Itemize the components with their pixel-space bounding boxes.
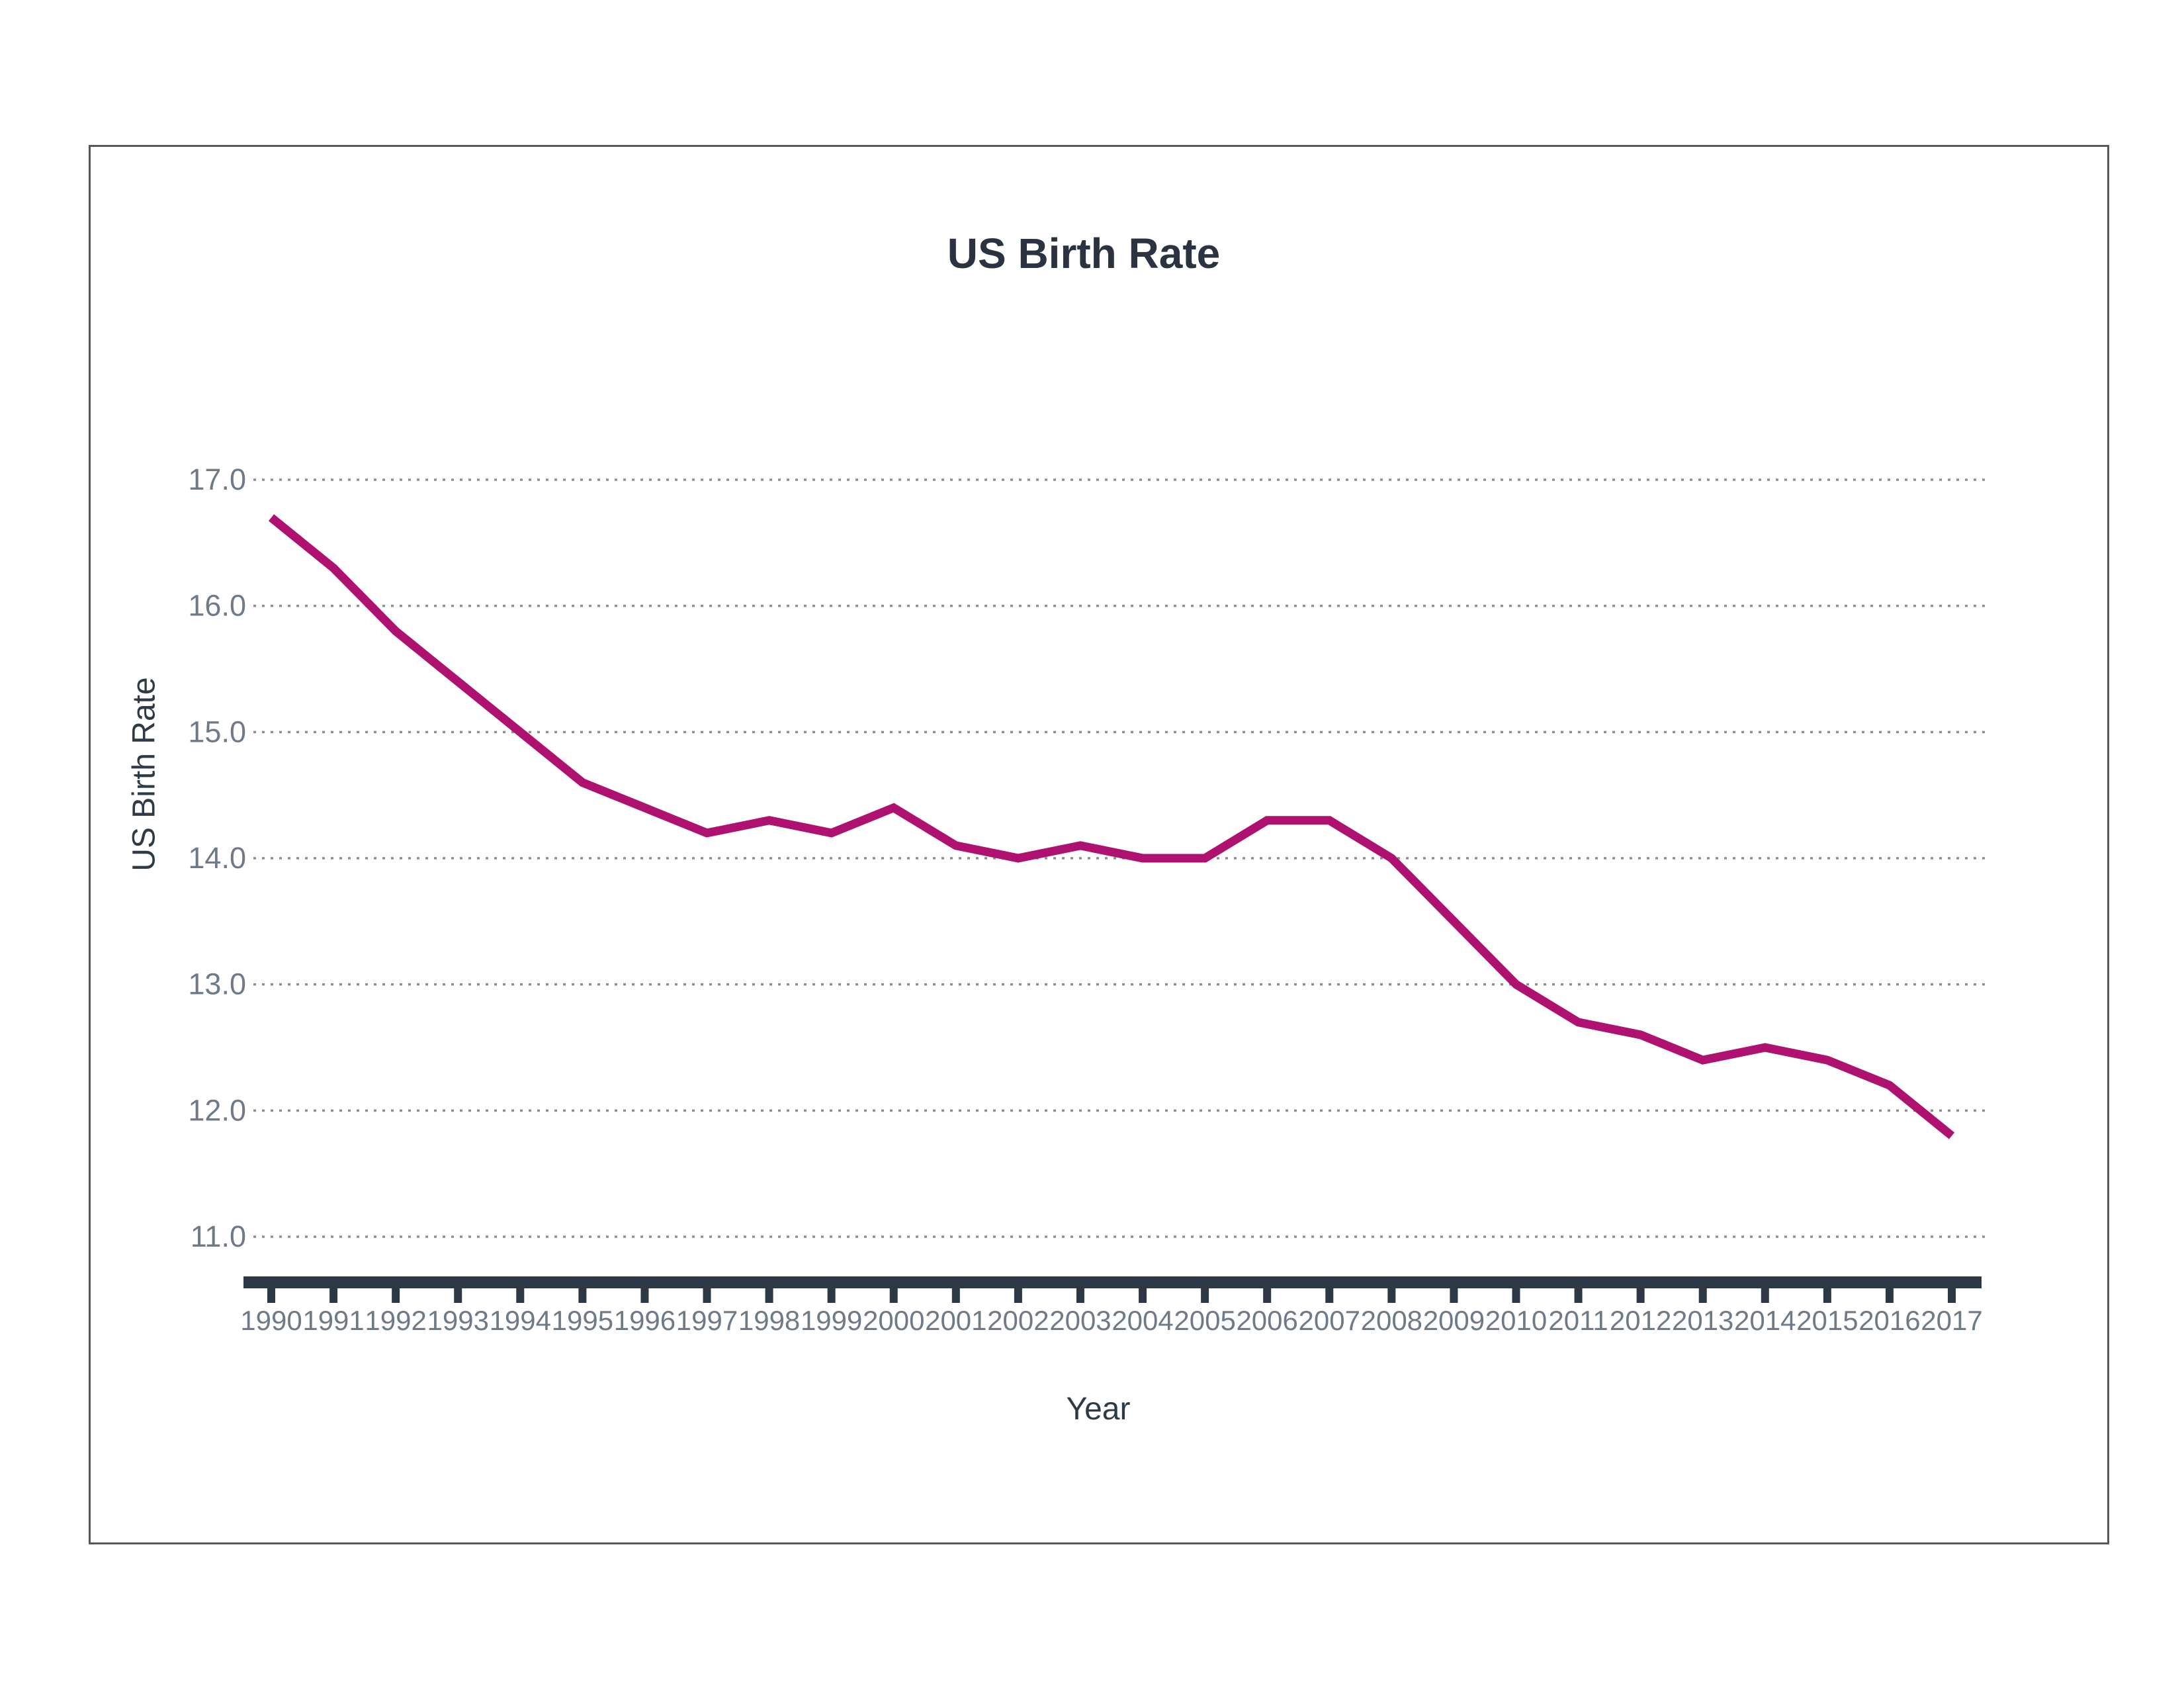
- x-axis-tick: [1823, 1288, 1831, 1303]
- x-tick-label: 2005: [1174, 1305, 1235, 1336]
- x-tick-label: 2009: [1423, 1305, 1485, 1336]
- x-axis-tick: [765, 1288, 773, 1303]
- x-tick-label: 1999: [801, 1305, 862, 1336]
- chart-title: US Birth Rate: [947, 230, 1221, 277]
- x-axis-tick: [951, 1288, 960, 1303]
- x-tick-label: 2011: [1548, 1305, 1608, 1336]
- x-tick-label: 1997: [676, 1305, 738, 1336]
- x-axis-tick: [1636, 1288, 1645, 1303]
- x-axis-tick: [1512, 1288, 1520, 1303]
- y-tick-label: 13.0: [188, 967, 246, 1001]
- x-axis-tick: [1948, 1288, 1956, 1303]
- x-tick-label: 1994: [490, 1305, 551, 1336]
- birth-rate-line: [268, 514, 1955, 1139]
- x-axis-tick: [1885, 1288, 1894, 1303]
- x-tick-label: 1992: [365, 1305, 426, 1336]
- x-axis-tick: [1263, 1288, 1272, 1303]
- y-tick-label: 12.0: [188, 1093, 246, 1127]
- x-axis-bar: [243, 1276, 1982, 1288]
- x-axis-tick: [267, 1288, 275, 1303]
- chart-frame: [89, 145, 2109, 1544]
- x-tick-label: 1998: [738, 1305, 800, 1336]
- x-axis-tick: [1325, 1288, 1334, 1303]
- x-tick-label: 1991: [302, 1305, 364, 1336]
- x-tick-label: 2004: [1112, 1305, 1173, 1336]
- y-tick-label: 16.0: [188, 589, 246, 623]
- x-tick-label: 2000: [863, 1305, 924, 1336]
- x-axis-tick: [1387, 1288, 1396, 1303]
- x-tick-label: 2001: [925, 1305, 986, 1336]
- x-axis-tick: [392, 1288, 400, 1303]
- x-tick-label: 2013: [1672, 1305, 1733, 1336]
- x-tick-label: 2012: [1610, 1305, 1671, 1336]
- x-tick-label: 2008: [1361, 1305, 1422, 1336]
- x-axis-tick: [1139, 1288, 1147, 1303]
- x-tick-label: 1990: [240, 1305, 302, 1336]
- x-tick-label: 2006: [1236, 1305, 1297, 1336]
- x-axis-tick: [703, 1288, 711, 1303]
- x-axis-tick: [1698, 1288, 1707, 1303]
- x-axis-tick: [1201, 1288, 1209, 1303]
- y-tick-label: 15.0: [188, 715, 246, 748]
- y-tick-label: 14.0: [188, 841, 246, 875]
- x-axis-title: Year: [1066, 1392, 1131, 1427]
- x-tick-label: 1996: [614, 1305, 676, 1336]
- y-tick-label: 17.0: [188, 463, 246, 496]
- y-tick-label: 11.0: [191, 1220, 246, 1253]
- x-axis-tick: [889, 1288, 898, 1303]
- x-axis-tick: [1761, 1288, 1769, 1303]
- x-axis-tick: [640, 1288, 649, 1303]
- x-tick-label: 2014: [1734, 1305, 1796, 1336]
- x-tick-label: 1995: [552, 1305, 613, 1336]
- x-axis-tick: [827, 1288, 836, 1303]
- x-tick-label: 1993: [427, 1305, 489, 1336]
- x-tick-label: 2015: [1796, 1305, 1858, 1336]
- x-tick-label: 2003: [1049, 1305, 1111, 1336]
- x-tick-label: 2016: [1858, 1305, 1920, 1336]
- x-axis-tick: [454, 1288, 462, 1303]
- x-axis-tick: [1014, 1288, 1022, 1303]
- x-axis-tick: [578, 1288, 587, 1303]
- x-axis-tick: [1076, 1288, 1084, 1303]
- x-tick-label: 2002: [987, 1305, 1049, 1336]
- x-axis-tick: [329, 1288, 338, 1303]
- x-tick-label: 2017: [1921, 1305, 1982, 1336]
- x-axis-tick: [1450, 1288, 1458, 1303]
- x-tick-label: 2010: [1485, 1305, 1547, 1336]
- x-axis-tick: [516, 1288, 525, 1303]
- x-tick-label: 2007: [1299, 1305, 1360, 1336]
- x-axis-tick: [1574, 1288, 1583, 1303]
